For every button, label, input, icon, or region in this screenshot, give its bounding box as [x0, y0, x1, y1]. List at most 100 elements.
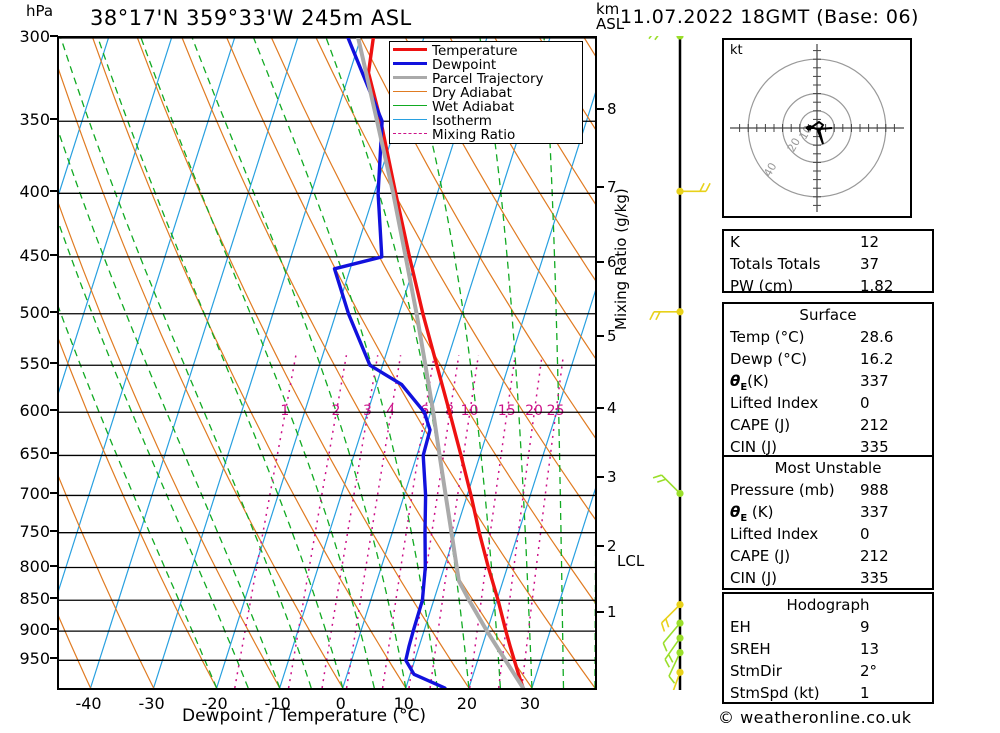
- height-tick-mark: [597, 334, 604, 337]
- hodograph-ring-label: 40: [761, 160, 779, 179]
- wind-barb: [649, 308, 684, 321]
- pressure-tick-label: 800: [19, 556, 50, 576]
- data-value: 335: [860, 438, 889, 456]
- legend-swatch: [393, 62, 427, 65]
- wind-barb: [652, 474, 684, 498]
- wind-barb-column: [648, 30, 712, 704]
- data-key: SREH: [730, 640, 771, 658]
- mixing-ratio-axis-title: Mixing Ratio (g/kg): [612, 188, 630, 330]
- data-row: θE (K) 337: [724, 501, 932, 524]
- legend-item: Wet Adiabat: [393, 100, 582, 114]
- height-tick-mark: [597, 261, 604, 264]
- surface-panel: Surface Temp (°C) 28.6 Dewp (°C) 16.2 θE(K) 33…: [722, 302, 934, 483]
- panel-title: Hodograph: [786, 596, 870, 614]
- legend-item: Isotherm: [393, 114, 582, 128]
- data-row: Totals Totals 37: [724, 253, 932, 275]
- data-key: K: [730, 233, 740, 251]
- pressure-tick-label: 750: [19, 521, 50, 541]
- mixing-ratio-label: 20: [525, 403, 543, 419]
- height-tick-label: 7: [607, 177, 617, 196]
- legend-swatch: [393, 105, 427, 106]
- data-row: K 12: [724, 231, 932, 253]
- data-value: 337: [860, 503, 889, 521]
- data-key: Lifted Index: [730, 394, 819, 412]
- pressure-axis: 300 350 400 450 500 550 600 650 700 750 800 850 900 9…: [0, 0, 58, 733]
- wind-barb: [668, 648, 684, 684]
- temperature-tick-label: 20: [456, 694, 478, 713]
- temperature-tick-label: -40: [75, 694, 102, 713]
- skewt-plot[interactable]: 1 2 3 4 6 8 10 15 20 25: [57, 36, 597, 690]
- pressure-tick-label: 450: [19, 245, 50, 265]
- wind-barb: [660, 600, 684, 632]
- pressure-tick-label: 850: [19, 589, 50, 609]
- legend-label: Wet Adiabat: [432, 99, 515, 115]
- data-row: SREH 13: [724, 638, 932, 660]
- legend-item: Mixing Ratio: [393, 128, 582, 142]
- pressure-tick-mark: [50, 310, 58, 313]
- hodograph-point: [806, 125, 812, 131]
- height-tick-mark: [597, 108, 604, 111]
- data-row: CIN (J) 335: [724, 567, 932, 589]
- legend-swatch: [393, 91, 427, 92]
- pressure-tick-mark: [50, 564, 58, 567]
- height-tick-label: 6: [607, 253, 617, 272]
- pressure-tick-mark: [50, 492, 58, 495]
- data-value: 2°: [860, 662, 878, 680]
- temperature-axis: -40 -30 -20 -10 0 10 20 30: [0, 690, 660, 720]
- hodograph-trace-lower: [816, 127, 833, 145]
- height-unit-km: km: [596, 0, 620, 18]
- pressure-tick-mark: [50, 409, 58, 412]
- height-tick-label: 3: [607, 468, 617, 487]
- hodograph-unit-label: kt: [730, 43, 743, 58]
- pressure-tick-mark: [50, 35, 58, 37]
- data-value: 988: [860, 481, 889, 499]
- pressure-tick-label: 650: [19, 444, 50, 464]
- series-temperature: [366, 38, 525, 688]
- station-title: 38°17'N 359°33'W 245m ASL: [90, 6, 412, 30]
- pressure-unit-label: hPa: [26, 2, 54, 20]
- pressure-tick-mark: [50, 190, 58, 193]
- data-value: 212: [860, 416, 889, 434]
- temperature-tick-label: 10: [393, 694, 414, 713]
- height-tick-mark: [597, 611, 604, 614]
- height-tick-mark: [597, 544, 604, 547]
- pressure-tick-label: 550: [19, 354, 50, 374]
- data-row: CIN (J) 335: [724, 436, 932, 458]
- wind-barb: [662, 619, 684, 652]
- data-row: Lifted Index 0: [724, 392, 932, 414]
- pressure-tick-mark: [50, 597, 58, 600]
- wind-barb: [664, 634, 684, 668]
- data-value: 16.2: [860, 350, 894, 368]
- data-value: 37: [860, 255, 880, 273]
- data-key: θE(K): [730, 372, 769, 393]
- data-row: Dewp (°C) 16.2: [724, 348, 932, 370]
- legend-item: Temperature: [393, 44, 582, 58]
- height-tick-mark: [597, 406, 604, 409]
- legend-item: Dewpoint: [393, 58, 582, 72]
- data-key: StmSpd (kt): [730, 684, 820, 702]
- data-value: 337: [860, 372, 889, 390]
- skewt-canvas: 1 2 3 4 6 8 10 15 20 25: [59, 38, 595, 688]
- legend-swatch: [393, 76, 427, 79]
- hodograph[interactable]: kt 10 20 40: [722, 38, 912, 218]
- indices-panel: K 12 Totals Totals 37 PW (cm) 1.82: [722, 229, 934, 295]
- mixing-ratio-label: 15: [498, 403, 516, 419]
- legend-label: Mixing Ratio: [432, 127, 516, 143]
- hodograph-stats-panel: Hodograph EH 9 SREH 13 StmDir 2° StmSpd (kt) 1: [722, 592, 934, 704]
- data-row: Temp (°C) 28.6: [724, 326, 932, 348]
- data-row: PW (cm) 1.82: [724, 275, 932, 297]
- wind-barb: [676, 182, 711, 195]
- legend-swatch: [393, 48, 427, 51]
- temperature-tick-label: 0: [335, 694, 346, 713]
- height-tick-label: 5: [607, 326, 617, 345]
- pressure-tick-mark: [50, 529, 58, 532]
- legend-swatch: [393, 119, 427, 120]
- pressure-tick-label: 700: [19, 484, 50, 504]
- pressure-tick-mark: [50, 628, 58, 631]
- mixing-ratio-label: 3: [363, 403, 372, 419]
- data-row: θE(K) 337: [724, 370, 932, 393]
- height-tick-mark: [597, 476, 604, 479]
- height-tick-label: 2: [607, 536, 617, 555]
- mixing-ratio-label: 1: [280, 403, 289, 419]
- data-key: Pressure (mb): [730, 481, 835, 499]
